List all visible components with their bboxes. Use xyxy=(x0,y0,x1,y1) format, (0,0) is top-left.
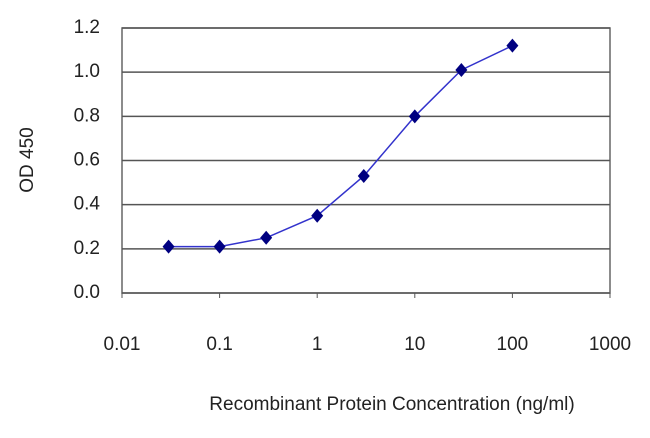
y-tick-label: 1.0 xyxy=(74,61,100,82)
data-line xyxy=(168,45,513,248)
x-tick-label: 1000 xyxy=(589,334,631,355)
data-point xyxy=(357,168,370,183)
y-axis-label: OD 450 xyxy=(17,127,38,192)
y-tick-label: 0.8 xyxy=(74,105,100,126)
y-tick-label: 0.2 xyxy=(74,238,100,259)
y-tick-label: 1.2 xyxy=(74,17,100,38)
x-tick-label: 1 xyxy=(312,334,323,355)
data-point xyxy=(260,230,273,245)
x-tick-label: 100 xyxy=(497,334,529,355)
y-tick-label: 0.6 xyxy=(74,150,100,171)
data-point xyxy=(408,109,421,124)
x-tick-label: 10 xyxy=(404,334,425,355)
data-point xyxy=(455,62,468,77)
y-tick-label: 0.4 xyxy=(74,194,101,215)
data-point xyxy=(506,38,519,53)
y-tick-label: 0.0 xyxy=(74,282,100,303)
data-point xyxy=(213,239,226,254)
x-tick-label: 0.01 xyxy=(104,334,141,355)
data-point xyxy=(162,239,175,254)
x-axis-label: Recombinant Protein Concentration (ng/ml… xyxy=(209,394,574,415)
data-point xyxy=(311,208,324,223)
x-tick-label: 0.1 xyxy=(206,334,232,355)
